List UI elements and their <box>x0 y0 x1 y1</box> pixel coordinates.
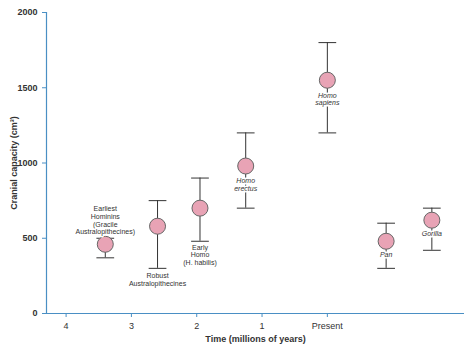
svg-text:2: 2 <box>194 321 199 331</box>
svg-text:EarlyHomo(H. habilis): EarlyHomo(H. habilis) <box>183 244 216 267</box>
svg-text:1500: 1500 <box>17 83 37 93</box>
svg-text:Homosapiens: Homosapiens <box>315 92 340 108</box>
svg-text:Homoerectus: Homoerectus <box>234 177 257 192</box>
svg-text:2000: 2000 <box>17 7 37 17</box>
svg-text:4: 4 <box>64 321 69 331</box>
svg-text:500: 500 <box>22 233 37 243</box>
svg-text:Time (millions of years): Time (millions of years) <box>205 334 305 344</box>
svg-text:RobustAustralopithecines: RobustAustralopithecines <box>129 272 187 288</box>
svg-text:3: 3 <box>129 321 134 331</box>
svg-text:EarliestHominins(GracileAustra: EarliestHominins(GracileAustralopithecin… <box>76 205 136 236</box>
svg-text:Cranial capacity (cm³): Cranial capacity (cm³) <box>9 116 19 210</box>
svg-text:Gorilla: Gorilla <box>422 230 442 237</box>
svg-text:Pan: Pan <box>380 251 393 258</box>
svg-text:Present: Present <box>312 321 344 331</box>
svg-text:1: 1 <box>260 321 265 331</box>
svg-text:0: 0 <box>32 308 37 318</box>
svg-text:1000: 1000 <box>17 158 37 168</box>
